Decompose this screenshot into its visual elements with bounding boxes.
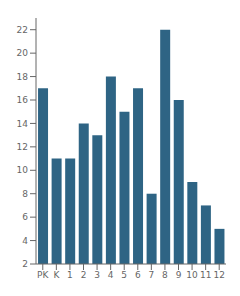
- svg-text:6: 6: [135, 270, 141, 280]
- svg-text:K: K: [53, 270, 60, 280]
- svg-text:18: 18: [17, 72, 29, 82]
- svg-text:22: 22: [17, 25, 28, 35]
- svg-text:4: 4: [22, 236, 28, 246]
- svg-text:7: 7: [148, 270, 154, 280]
- svg-text:PK: PK: [37, 270, 49, 280]
- svg-text:2: 2: [22, 259, 28, 269]
- svg-text:14: 14: [17, 119, 29, 129]
- svg-text:1: 1: [67, 270, 73, 280]
- svg-text:8: 8: [22, 189, 28, 199]
- svg-text:3: 3: [94, 270, 100, 280]
- svg-text:10: 10: [17, 165, 29, 175]
- svg-text:6: 6: [22, 212, 28, 222]
- svg-text:11: 11: [200, 270, 211, 280]
- svg-text:8: 8: [162, 270, 168, 280]
- svg-text:9: 9: [176, 270, 182, 280]
- svg-text:12: 12: [213, 270, 224, 280]
- svg-text:4: 4: [108, 270, 114, 280]
- svg-text:12: 12: [17, 142, 28, 152]
- svg-text:20: 20: [17, 48, 29, 58]
- svg-text:16: 16: [17, 95, 29, 105]
- svg-text:5: 5: [121, 270, 127, 280]
- svg-text:10: 10: [186, 270, 198, 280]
- svg-text:2: 2: [81, 270, 87, 280]
